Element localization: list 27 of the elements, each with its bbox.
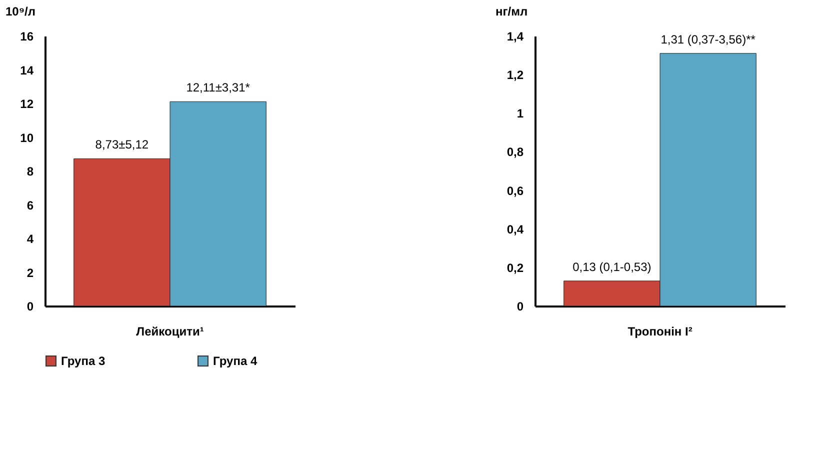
y-tick-label: 0,6 [506, 184, 524, 198]
y-tick-label: 16 [20, 30, 34, 44]
data-label: 8,73±5,12 [95, 138, 149, 152]
y-tick-label: 8 [26, 164, 34, 178]
data-label: 1,31 (0,37-3,56)** [660, 32, 756, 46]
y-tick-label: 14 [20, 63, 34, 78]
y-tick-label: 10 [20, 130, 34, 145]
x-tick-label: Лейкоцити¹ [136, 324, 204, 338]
y-tick-label: 2 [26, 266, 34, 280]
y-axis-title: 10⁹/л [6, 4, 36, 18]
y-tick-label: 0,2 [506, 260, 524, 275]
data-label: 12,11±3,31* [186, 80, 250, 95]
y-tick-label: 1 [516, 106, 524, 121]
y-tick-label: 0,8 [506, 145, 524, 160]
y-tick-label: 12 [20, 97, 34, 111]
y-tick-label: 6 [26, 198, 34, 212]
y-tick-label: 4 [26, 232, 34, 246]
y-tick-label: 0 [26, 300, 34, 314]
y-tick-label: 0 [516, 300, 524, 314]
legend-label: Група 3 [61, 354, 106, 368]
data-label: 0,13 (0,1-0,53) [572, 260, 652, 274]
legend-label: Група 4 [213, 354, 258, 368]
y-tick-label: 0,4 [506, 222, 524, 236]
y-tick-label: 1,2 [506, 68, 524, 82]
y-tick-label: 1,4 [506, 30, 524, 44]
x-tick-label: Тропонін I² [628, 324, 692, 338]
y-axis-title: нг/мл [496, 4, 528, 18]
